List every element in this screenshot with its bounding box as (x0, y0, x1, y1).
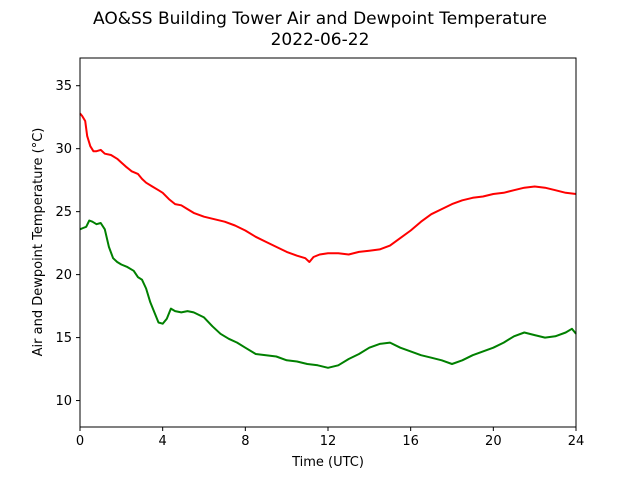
series-line-red (79, 112, 577, 263)
ticks-layer: 0 4 8 12 16 20 24 10 15 20 25 30 35 (55, 79, 584, 449)
y-tick-label: 10 (55, 394, 72, 409)
x-tick-label: 12 (320, 434, 337, 449)
x-tick-label: 20 (485, 434, 502, 449)
x-tick-label: 24 (568, 434, 585, 449)
x-tick-label: 16 (402, 434, 419, 449)
y-tick-label: 20 (55, 268, 72, 283)
y-tick-label: 25 (55, 205, 72, 220)
x-tick-label: 4 (159, 434, 167, 449)
chart-title: AO&SS Building Tower Air and Dewpoint Te… (93, 9, 547, 29)
plot-frame (79, 57, 577, 428)
y-tick-label: 35 (55, 79, 72, 94)
x-axis-label: Time (UTC) (291, 455, 364, 470)
x-tick-label: 8 (241, 434, 249, 449)
y-tick-label: 15 (55, 331, 72, 346)
chart-subtitle: 2022-06-22 (271, 30, 370, 50)
series-layer (79, 112, 577, 369)
series-line-green (79, 219, 577, 369)
y-tick-label: 30 (55, 142, 72, 157)
x-tick-label: 0 (76, 434, 84, 449)
y-axis-label: Air and Dewpoint Temperature (°C) (31, 128, 46, 357)
